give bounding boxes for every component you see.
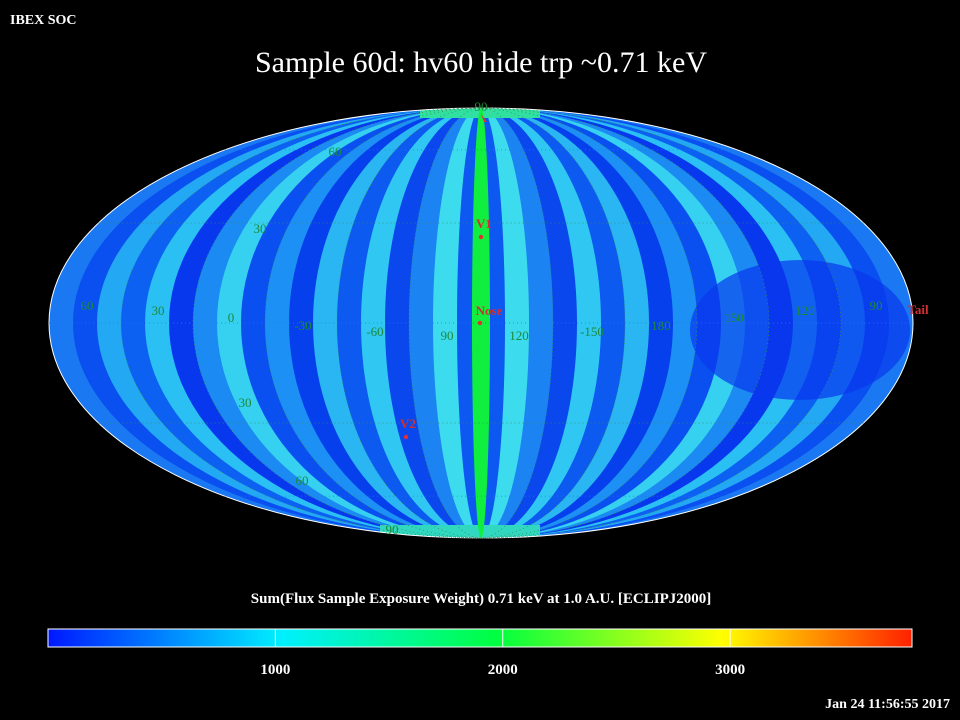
latitude-label: 90 xyxy=(475,99,488,114)
marker-label: Tail xyxy=(907,302,929,317)
marker-label: V1 xyxy=(476,216,492,231)
colorbar xyxy=(47,628,913,648)
longitude-label: 120 xyxy=(509,328,529,343)
map-labels: 60 30 0 -30 -60 90 120 -150 180 150 120 90 90 60 30 30 6… xyxy=(81,99,929,537)
longitude-label: 90 xyxy=(441,328,454,343)
north-marker xyxy=(481,114,487,122)
title: Sample 60d: hv60 hide trp ~0.71 keV xyxy=(255,46,707,79)
graticule xyxy=(48,107,914,539)
longitude-label: -150 xyxy=(580,324,604,339)
longitude-label: 30 xyxy=(152,303,165,318)
colorbar-ticks: 1000 2000 3000 xyxy=(260,629,745,678)
longitude-label: 120 xyxy=(795,303,815,318)
map-cap xyxy=(380,525,540,538)
longitude-label: 90 xyxy=(870,298,883,313)
marker-label: V2 xyxy=(400,416,416,431)
longitude-label: -30 xyxy=(294,318,311,333)
longitude-label: 180 xyxy=(651,318,671,333)
longitude-label: -60 xyxy=(366,324,383,339)
longitude-label: 150 xyxy=(724,310,744,325)
latitude-label: 60 xyxy=(296,473,309,488)
header: IBEX SOC xyxy=(10,13,77,28)
colorbar-tick-label: 3000 xyxy=(715,662,745,678)
colorbar-tick-label: 2000 xyxy=(488,662,518,678)
longitude-label: 0 xyxy=(228,310,235,325)
latitude-label: 30 xyxy=(254,221,267,236)
marker-dot xyxy=(403,434,409,440)
sky-map xyxy=(49,108,913,538)
latitude-label: 90 xyxy=(386,522,399,537)
marker-dot xyxy=(478,234,484,240)
longitude-label: 60 xyxy=(81,298,94,313)
latitude-label: 30 xyxy=(239,395,252,410)
colorbar-label: Sum(Flux Sample Exposure Weight) 0.71 ke… xyxy=(251,591,711,607)
marker-dot xyxy=(477,320,483,326)
latitude-label: 60 xyxy=(329,144,342,159)
timestamp: Jan 24 11:56:55 2017 xyxy=(825,697,950,712)
map-patch xyxy=(690,260,910,400)
colorbar-tick-label: 1000 xyxy=(260,662,290,678)
marker-label: Nose xyxy=(476,303,503,318)
